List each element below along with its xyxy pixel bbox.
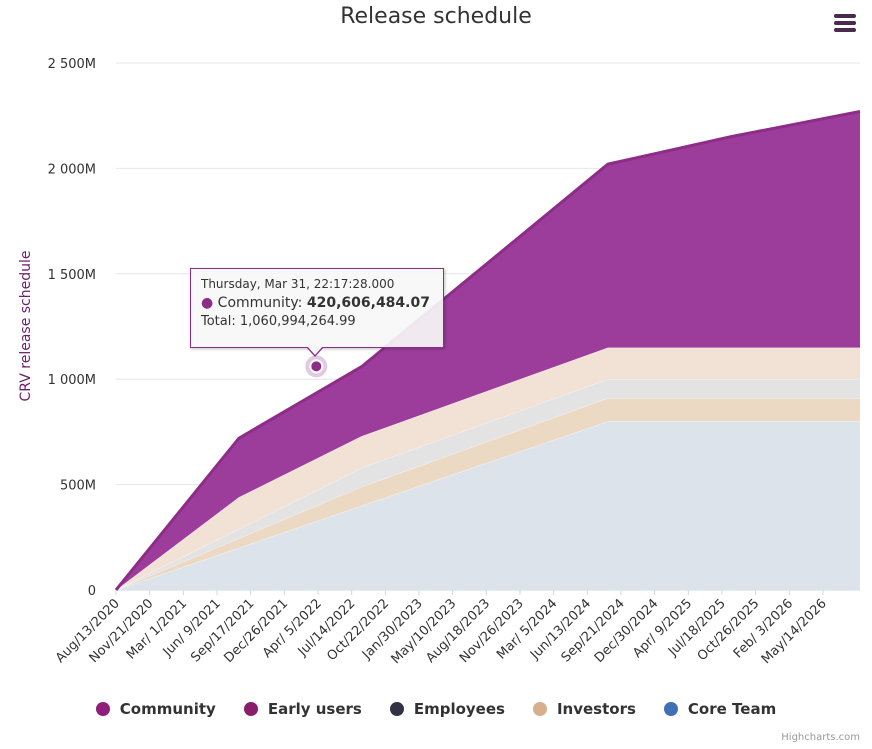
legend-label: Early users xyxy=(267,700,362,718)
y-axis-label: CRV release schedule xyxy=(18,250,34,401)
chart-title: Release schedule xyxy=(340,4,532,29)
legend-label: Employees xyxy=(413,700,505,718)
hamburger-bar xyxy=(834,14,856,18)
y-tick-label: 500M xyxy=(60,479,96,494)
legend-dot-icon xyxy=(663,702,678,716)
tooltip: Thursday, Mar 31, 22:17:28.000 ● Communi… xyxy=(190,268,444,348)
area-community[interactable] xyxy=(116,111,860,590)
area-core-team[interactable] xyxy=(116,421,860,590)
hamburger-bar xyxy=(834,28,856,32)
y-axis-ticks: 0 500M 1 000M 1 500M 2 000M 2 500M xyxy=(48,57,96,599)
marker-point[interactable] xyxy=(309,359,324,374)
y-tick-label: 0 xyxy=(88,584,96,599)
legend-item-employees[interactable]: Employees xyxy=(389,700,505,718)
tooltip-series-line: ● Community: 420,606,484.07 xyxy=(201,295,433,311)
hamburger-bar xyxy=(834,21,856,25)
y-tick-label: 2 000M xyxy=(48,162,96,177)
series-areas xyxy=(114,110,861,591)
legend-dot-icon xyxy=(532,702,547,716)
legend-label: Community xyxy=(119,700,216,718)
line-community xyxy=(114,110,861,591)
tooltip-series-label: Community: xyxy=(217,295,307,311)
legend-label: Investors xyxy=(556,700,636,718)
series-dot-icon: ● xyxy=(201,295,214,311)
y-tick-label: 1 500M xyxy=(48,268,96,283)
legend-item-early-users[interactable]: Early users xyxy=(243,700,362,718)
legend-item-core-team[interactable]: Core Team xyxy=(663,700,777,718)
y-tick-label: 2 500M xyxy=(48,57,96,72)
tooltip-total: Total: 1,060,994,264.99 xyxy=(201,314,356,329)
area-investors[interactable] xyxy=(116,398,860,590)
legend: Community Early users Employees Investor… xyxy=(0,700,872,718)
legend-dot-icon xyxy=(389,702,404,716)
legend-item-community[interactable]: Community xyxy=(95,700,216,718)
context-menu-button[interactable] xyxy=(834,14,856,32)
legend-dot-icon xyxy=(243,702,258,716)
y-tick-label: 1 000M xyxy=(48,373,96,388)
area-early-users[interactable] xyxy=(116,347,860,590)
legend-dot-icon xyxy=(95,702,110,716)
hover-marker xyxy=(305,355,328,378)
legend-label: Core Team xyxy=(687,700,777,718)
tooltip-pointer-inner xyxy=(307,346,323,355)
legend-item-investors[interactable]: Investors xyxy=(532,700,636,718)
tooltip-series-value: 420,606,484.07 xyxy=(306,295,430,311)
tooltip-date: Thursday, Mar 31, 22:17:28.000 xyxy=(201,277,395,291)
credits-link[interactable]: Highcharts.com xyxy=(781,732,860,743)
